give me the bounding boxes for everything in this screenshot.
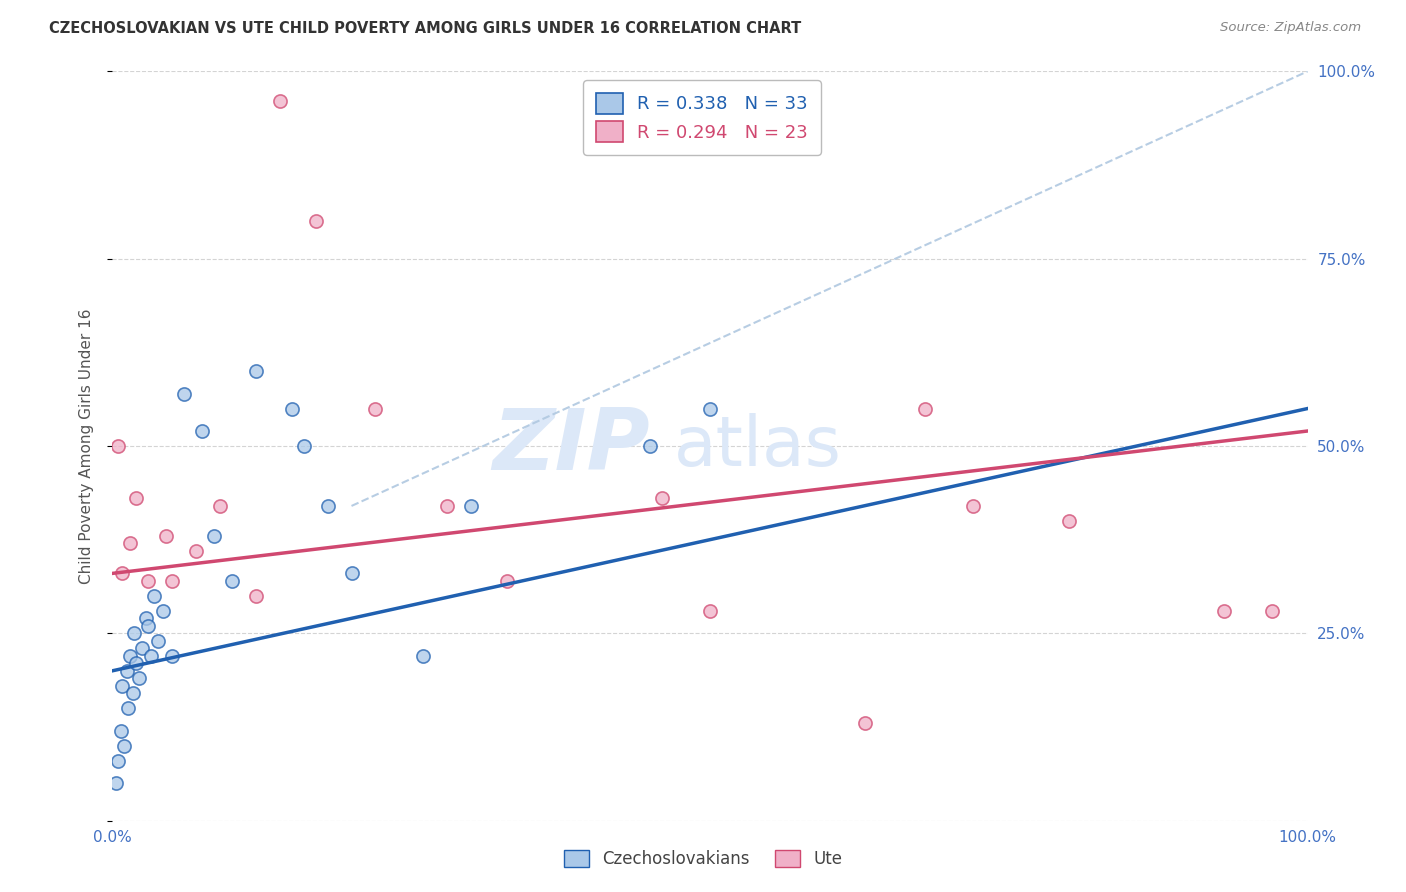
Point	[281, 401, 304, 416]
Point	[105, 776, 128, 790]
Point	[125, 657, 148, 671]
Point	[155, 529, 177, 543]
Text: atlas: atlas	[675, 412, 842, 480]
Point	[245, 364, 267, 378]
Point	[699, 604, 721, 618]
Point	[292, 439, 315, 453]
Point	[855, 716, 877, 731]
Point	[1057, 514, 1080, 528]
Point	[496, 574, 519, 588]
Point	[209, 499, 232, 513]
Point	[245, 589, 267, 603]
Point	[125, 491, 148, 506]
Point	[651, 491, 673, 506]
Point	[111, 679, 134, 693]
Point	[117, 701, 139, 715]
Point	[202, 529, 225, 543]
Point	[120, 648, 142, 663]
Point	[114, 739, 135, 753]
Point	[121, 686, 143, 700]
Point	[111, 566, 134, 581]
Point	[115, 664, 138, 678]
Point	[162, 574, 183, 588]
Point	[305, 214, 328, 228]
Point	[146, 633, 169, 648]
Point	[186, 544, 208, 558]
Point	[914, 401, 936, 416]
Point	[139, 648, 162, 663]
Point	[221, 574, 243, 588]
Legend: Czechoslovakians, Ute: Czechoslovakians, Ute	[557, 843, 849, 875]
Point	[143, 589, 166, 603]
Point	[640, 439, 662, 453]
Point	[128, 671, 150, 685]
Point	[269, 95, 291, 109]
Point	[1261, 604, 1284, 618]
Point	[152, 604, 174, 618]
Point	[131, 641, 153, 656]
Point	[110, 723, 132, 738]
Text: ZIP: ZIP	[492, 404, 651, 488]
Point	[316, 499, 339, 513]
Point	[1213, 604, 1236, 618]
Point	[135, 611, 157, 625]
Point	[162, 648, 183, 663]
Point	[364, 401, 387, 416]
Y-axis label: Child Poverty Among Girls Under 16: Child Poverty Among Girls Under 16	[79, 309, 94, 583]
Point	[340, 566, 363, 581]
Point	[460, 499, 482, 513]
Legend: R = 0.338   N = 33, R = 0.294   N = 23: R = 0.338 N = 33, R = 0.294 N = 23	[583, 80, 821, 154]
Point	[120, 536, 142, 550]
Point	[138, 574, 160, 588]
Text: Source: ZipAtlas.com: Source: ZipAtlas.com	[1220, 21, 1361, 35]
Point	[173, 386, 195, 401]
Point	[138, 619, 160, 633]
Point	[122, 626, 145, 640]
Text: CZECHOSLOVAKIAN VS UTE CHILD POVERTY AMONG GIRLS UNDER 16 CORRELATION CHART: CZECHOSLOVAKIAN VS UTE CHILD POVERTY AMO…	[49, 21, 801, 37]
Point	[107, 754, 129, 768]
Point	[699, 401, 721, 416]
Point	[436, 499, 458, 513]
Point	[191, 424, 214, 438]
Point	[962, 499, 984, 513]
Point	[107, 439, 129, 453]
Point	[412, 648, 434, 663]
